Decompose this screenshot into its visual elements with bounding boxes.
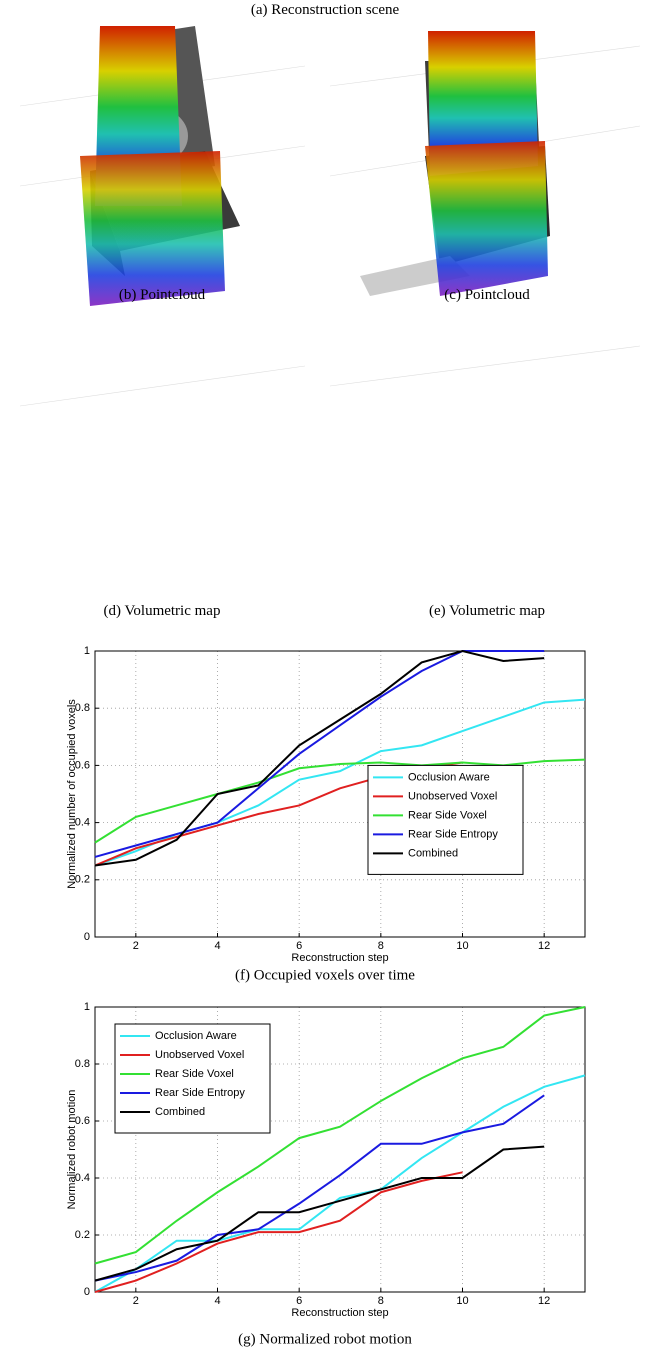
y-tick-label: 0.4 [75, 817, 90, 829]
data-line [94, 649, 545, 867]
x-tick-label: 12 [538, 1295, 550, 1307]
data-line [94, 1171, 463, 1293]
data-line [94, 1145, 545, 1282]
x-tick-label: 8 [378, 940, 384, 952]
y-tick-label: 0.2 [75, 874, 90, 886]
legend-label: Occlusion Aware [408, 771, 490, 783]
y-tick-label: 0.2 [75, 1229, 90, 1241]
legend: Occlusion Aware Unobserved Voxel Rear Side… [367, 764, 524, 875]
y-axis-label: Normalized number of occupied voxels [66, 699, 78, 889]
legend-label: Rear Side Voxel [408, 809, 487, 821]
x-tick-label: 6 [296, 940, 302, 952]
legend-label: Occlusion Aware [155, 1030, 237, 1042]
volumetric-e [425, 31, 548, 296]
data-line [94, 650, 545, 858]
legend-label: Rear Side Voxel [155, 1068, 234, 1080]
y-tick-label: 1 [84, 645, 90, 657]
x-tick-label: 2 [133, 1295, 139, 1307]
y-axis-label: Normalized robot motion [66, 1090, 78, 1210]
legend-box [367, 764, 524, 875]
y-tick-label: 0.4 [75, 1172, 90, 1184]
data-line [94, 1074, 586, 1293]
legend-label: Unobserved Voxel [408, 790, 497, 802]
data-line [94, 1006, 586, 1265]
plot-frame [94, 650, 586, 938]
caption: (g) Normalized robot motion [238, 1331, 412, 1347]
y-tick-label: 0.6 [75, 1115, 90, 1127]
y-tick-label: 0 [84, 931, 90, 943]
x-tick-label: 6 [296, 1295, 302, 1307]
x-tick-label: 8 [378, 1295, 384, 1307]
caption: (c) Pointcloud [444, 287, 530, 303]
legend-label: Rear Side Entropy [155, 1087, 245, 1099]
legend-label: Rear Side Entropy [408, 828, 498, 840]
legend: Occlusion Aware Unobserved Voxel Rear Side… [114, 1023, 271, 1134]
plot-frame [94, 1006, 586, 1293]
y-tick-label: 0.8 [75, 1058, 90, 1070]
legend-label: Combined [155, 1106, 205, 1118]
caption: (b) Pointcloud [118, 287, 206, 303]
caption: (d) Volumetric map [103, 603, 221, 619]
images [19, 26, 641, 407]
x-tick-label: 10 [456, 940, 468, 952]
caption: (a) Reconstruction scene [250, 2, 400, 18]
caption: (f) Occupied voxels over time [235, 967, 415, 983]
y-tick-label: 0.8 [75, 702, 90, 714]
caption: (e) Volumetric map [428, 603, 546, 619]
legend-label: Combined [408, 847, 458, 859]
y-tick-label: 1 [84, 1001, 90, 1013]
x-tick-label: 4 [214, 1295, 220, 1307]
y-tick-label: 0.6 [75, 759, 90, 771]
legend-box [114, 1023, 271, 1134]
x-tick-label: 2 [133, 940, 139, 952]
x-axis-label: Reconstruction step [291, 952, 388, 964]
volumetric-d [80, 26, 225, 306]
x-axis-label: Reconstruction step [291, 1307, 388, 1319]
x-tick-label: 10 [456, 1295, 468, 1307]
y-tick-label: 0 [84, 1286, 90, 1298]
x-tick-label: 4 [214, 940, 220, 952]
legend-label: Unobserved Voxel [155, 1049, 244, 1061]
data-line [94, 1094, 545, 1282]
x-tick-label: 12 [538, 940, 550, 952]
